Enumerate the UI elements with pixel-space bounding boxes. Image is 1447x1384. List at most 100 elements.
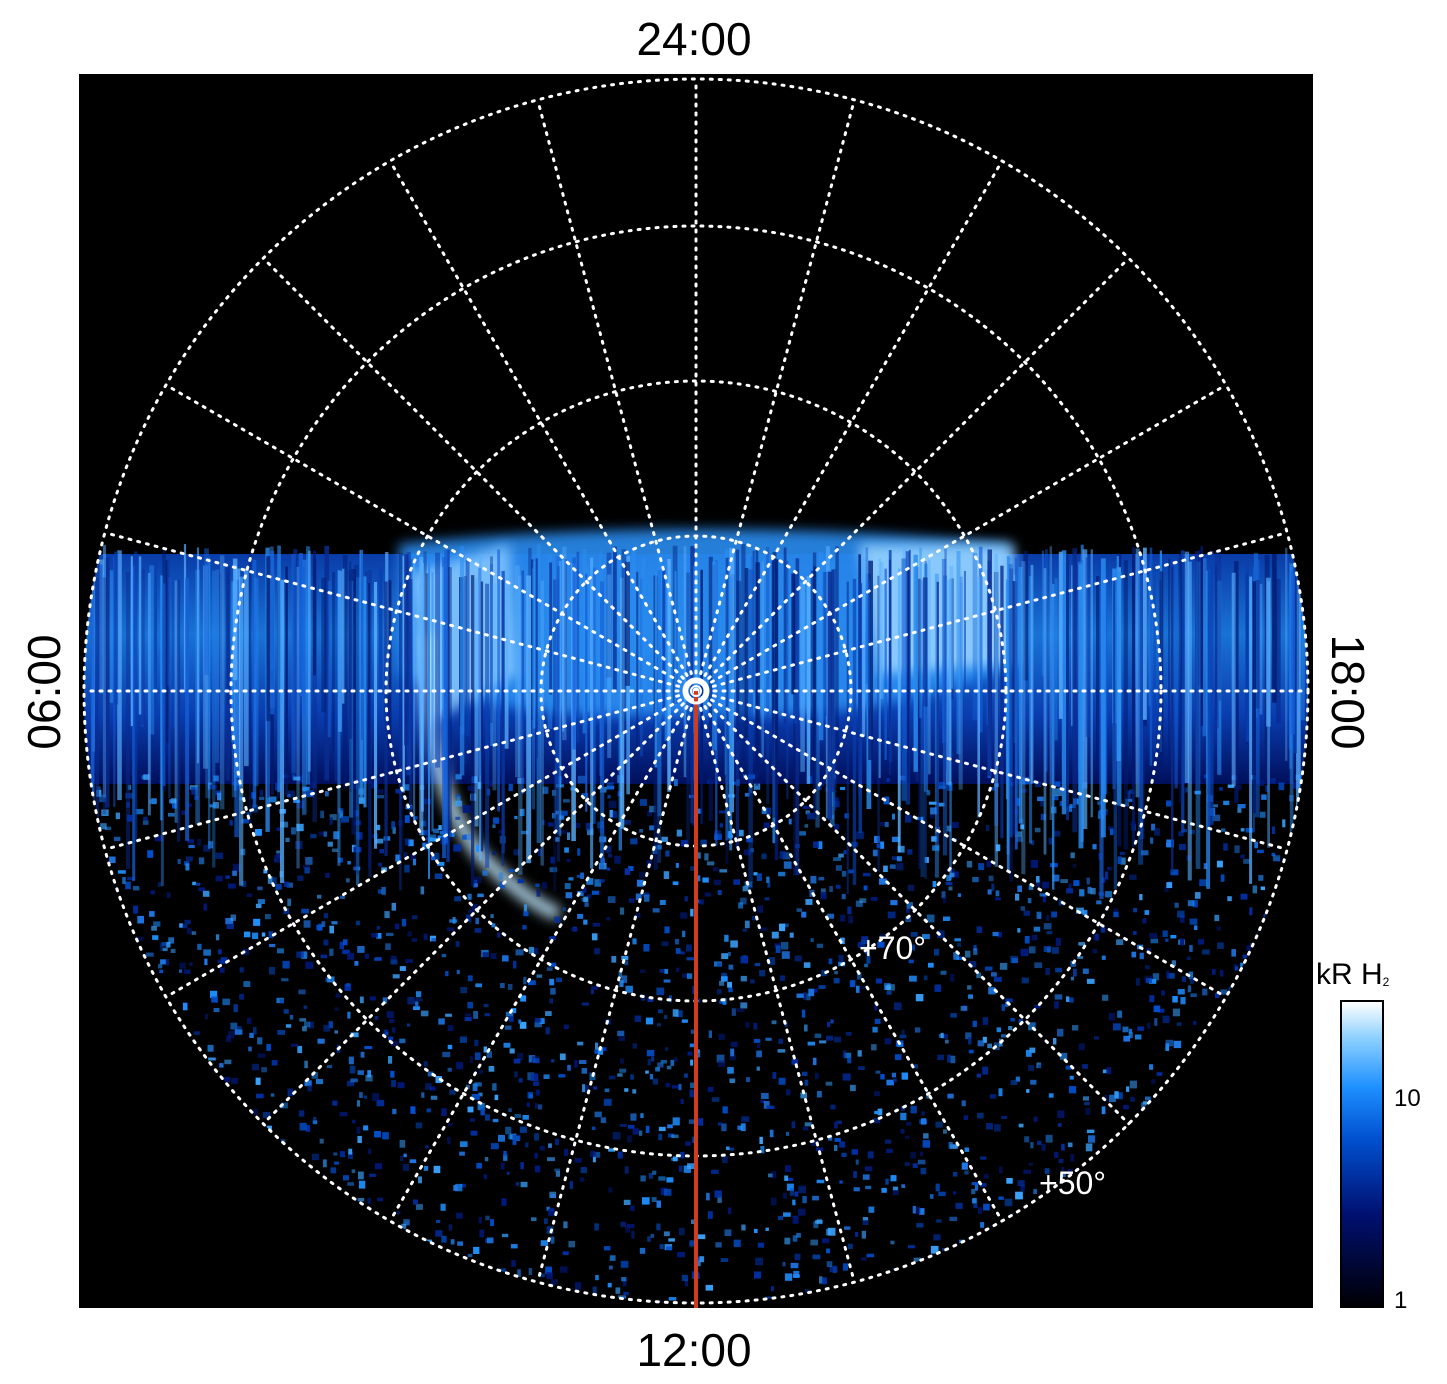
emission-streak (478, 568, 482, 776)
emission-speckle (559, 1053, 566, 1061)
emission-speckle (624, 1166, 629, 1174)
emission-speckle (473, 876, 482, 884)
emission-speckle (908, 1245, 916, 1249)
emission-streak (134, 551, 138, 843)
emission-speckle (217, 792, 222, 801)
emission-speckle (568, 1240, 575, 1248)
emission-speckle (376, 824, 381, 831)
emission-speckle (1162, 930, 1168, 937)
emission-speckle (540, 1240, 549, 1246)
emission-speckle (971, 1182, 979, 1186)
emission-speckle (218, 949, 222, 955)
emission-speckle (680, 912, 688, 919)
emission-speckle (987, 889, 992, 895)
emission-speckle (804, 1079, 809, 1086)
emission-speckle (753, 783, 761, 790)
emission-streak (196, 547, 200, 764)
emission-speckle (1154, 1018, 1158, 1026)
meridian-line (388, 159, 698, 693)
emission-speckle (197, 943, 202, 950)
emission-speckle (1170, 935, 1177, 939)
emission-speckle (1220, 874, 1225, 882)
emission-speckle (612, 1132, 621, 1140)
emission-speckle (594, 1111, 602, 1118)
emission-speckle (818, 985, 826, 989)
emission-speckle (530, 1073, 539, 1081)
emission-speckle (358, 1180, 366, 1189)
emission-speckle (1176, 1022, 1182, 1026)
emission-speckle (1143, 1101, 1148, 1105)
emission-speckle (721, 953, 729, 960)
emission-speckle (325, 791, 329, 797)
emission-speckle (788, 818, 792, 825)
emission-speckle (645, 1070, 649, 1074)
emission-speckle (505, 1126, 512, 1135)
emission-speckle (1008, 1026, 1013, 1031)
emission-streak (806, 576, 811, 784)
emission-speckle (1017, 885, 1022, 892)
emission-speckle (253, 1108, 258, 1116)
emission-speckle (803, 962, 811, 968)
emission-streak (1139, 569, 1145, 840)
emission-speckle (643, 944, 650, 952)
emission-speckle (1046, 931, 1053, 935)
emission-speckle (455, 774, 462, 780)
emission-speckle (675, 948, 681, 954)
emission-speckle (657, 1062, 664, 1068)
emission-speckle (1128, 1028, 1133, 1034)
emission-speckle (982, 1036, 987, 1043)
emission-speckle (579, 1177, 585, 1182)
emission-speckle (348, 1152, 353, 1159)
emission-speckle (737, 1125, 743, 1130)
emission-speckle (890, 1240, 895, 1245)
emission-speckle (477, 1103, 485, 1111)
emission-speckle (1051, 947, 1059, 954)
emission-speckle (232, 863, 241, 872)
emission-speckle (499, 881, 505, 889)
emission-speckle (1259, 779, 1265, 786)
emission-streak (1071, 565, 1074, 726)
emission-speckle (718, 1033, 725, 1040)
emission-streak (755, 562, 760, 778)
emission-streak (1310, 557, 1313, 816)
emission-speckle (827, 913, 834, 919)
emission-speckle (230, 914, 236, 921)
emission-speckle (1199, 879, 1207, 887)
emission-speckle (998, 1088, 1003, 1097)
emission-speckle (1055, 967, 1062, 973)
emission-speckle (627, 1135, 632, 1143)
emission-speckle (427, 1071, 434, 1077)
emission-speckle (546, 967, 553, 971)
emission-speckle (1069, 1075, 1074, 1080)
emission-speckle (1029, 946, 1036, 954)
emission-streak (234, 579, 239, 838)
emission-streak (406, 551, 411, 776)
emission-speckle (672, 1009, 679, 1017)
emission-speckle (246, 811, 252, 816)
emission-speckle (348, 1148, 353, 1155)
emission-speckle (392, 826, 396, 834)
emission-speckle (1202, 988, 1208, 996)
emission-speckle (783, 923, 789, 928)
emission-speckle (357, 946, 365, 953)
emission-streak (879, 562, 884, 699)
emission-speckle (1082, 909, 1088, 916)
emission-speckle (1031, 934, 1038, 941)
emission-speckle (711, 1169, 719, 1174)
emission-speckle (549, 867, 558, 873)
emission-speckle (654, 844, 662, 850)
emission-speckle (896, 863, 904, 871)
emission-streak (631, 547, 636, 675)
emission-speckle (181, 810, 186, 815)
emission-speckle (965, 1032, 972, 1040)
emission-streak (956, 551, 961, 755)
emission-speckle (953, 952, 959, 960)
emission-speckle (455, 793, 461, 798)
emission-speckle (388, 1056, 393, 1064)
emission-speckle (133, 905, 139, 914)
local-time-label-12: 12:00 (636, 1324, 752, 1376)
emission-speckle (755, 1257, 763, 1266)
emission-speckle (564, 883, 571, 890)
emission-speckle (539, 1273, 545, 1278)
emission-speckle (585, 1085, 590, 1093)
